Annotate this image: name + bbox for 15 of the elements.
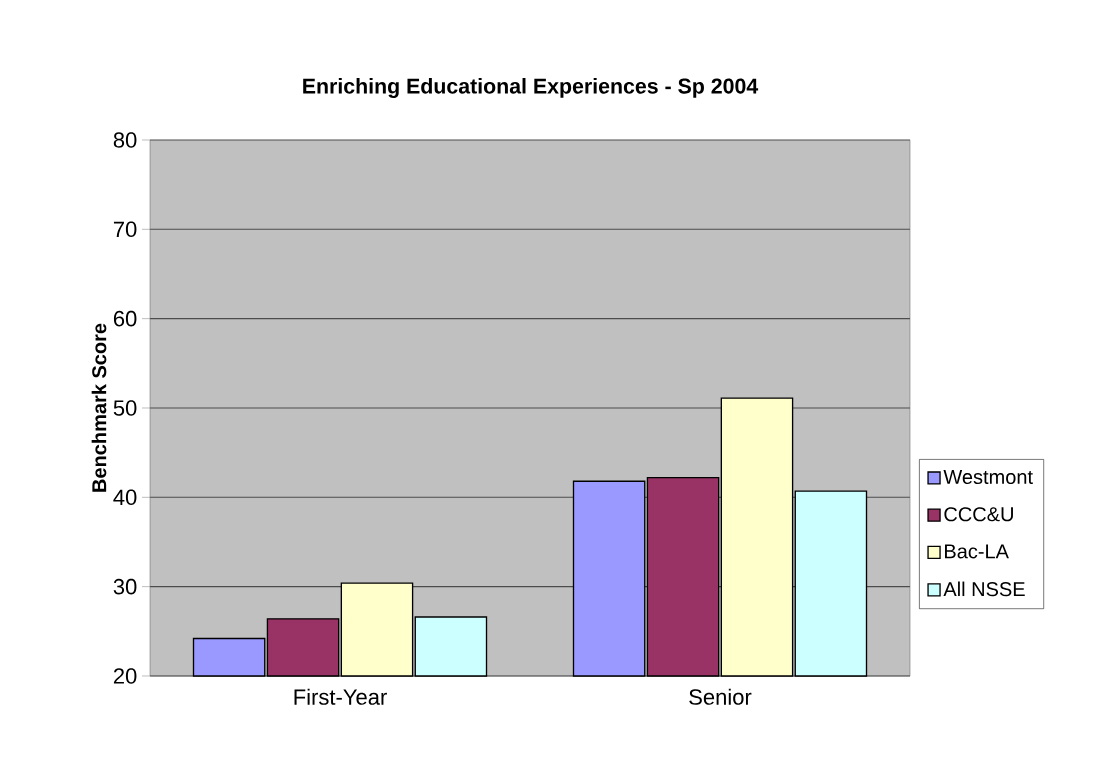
legend-label: CCC&U	[944, 507, 1013, 522]
chart-title: Enriching Educational Experiences - Sp 2004	[303, 77, 759, 98]
y-tick-label: 80	[113, 132, 137, 148]
y-tick-label: 30	[113, 578, 137, 595]
legend-label: Westmont	[943, 470, 1033, 485]
y-tick-label: 50	[113, 400, 137, 416]
y-tick-label: 70	[113, 221, 137, 238]
y-axis-title: Benchmark Score	[91, 323, 107, 492]
legend-label: All NSSE	[943, 581, 1025, 597]
x-tick-label: Senior	[689, 688, 752, 705]
x-tick-label: First-Year	[294, 688, 387, 705]
legend-label: Bac-LA	[945, 544, 1009, 559]
y-tick-label: 20	[113, 668, 137, 684]
y-tick-label: 60	[113, 310, 137, 327]
y-tick-label: 40	[113, 489, 137, 506]
